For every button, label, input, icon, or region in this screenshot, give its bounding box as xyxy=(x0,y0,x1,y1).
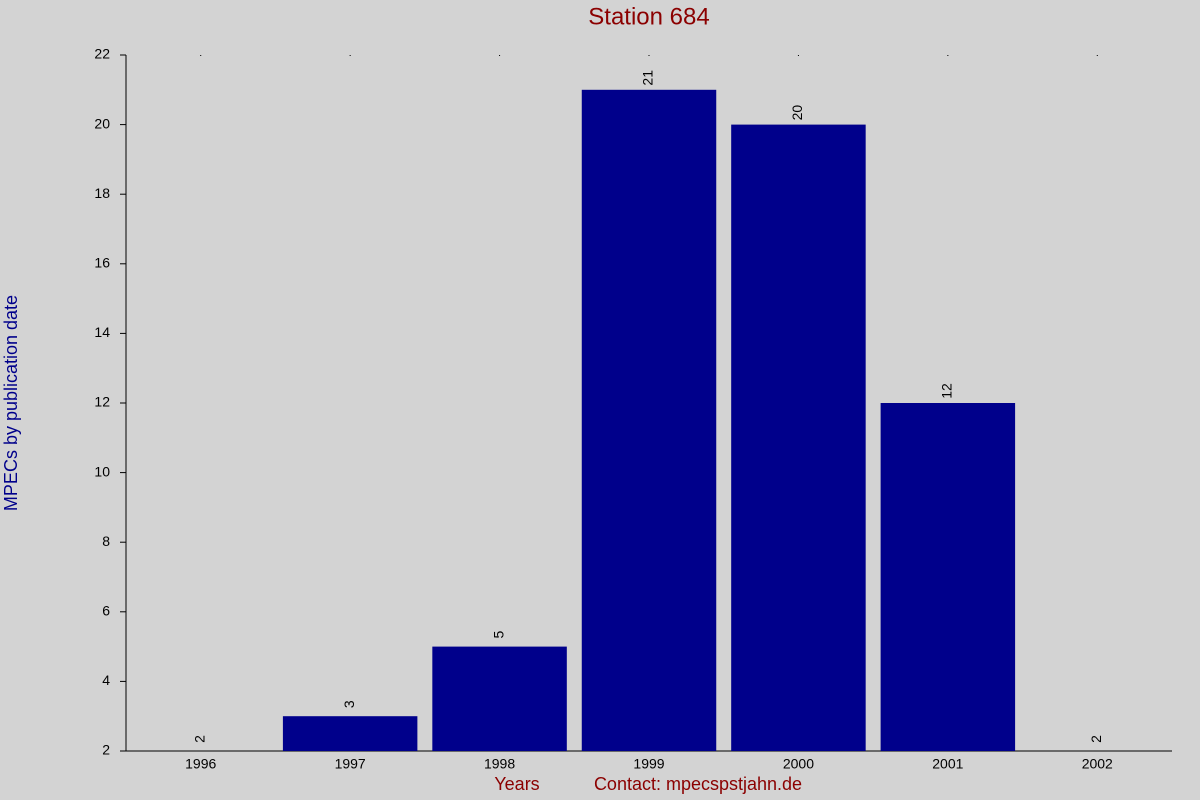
y-tick-label: 12 xyxy=(94,394,110,410)
y-tick-label: 10 xyxy=(94,463,110,479)
y-tick-label: 16 xyxy=(94,255,110,271)
y-tick-label: 22 xyxy=(94,46,110,62)
y-tick-label: 6 xyxy=(102,603,110,619)
value-label: 20 xyxy=(789,105,805,121)
x-tick-label: 1999 xyxy=(633,756,664,772)
value-label: 5 xyxy=(490,630,506,638)
value-label: 2 xyxy=(1088,735,1104,743)
contact: Contact: mpecspstjahn.de xyxy=(594,774,802,794)
x-tick-label: 2002 xyxy=(1082,756,1113,772)
x-tick-label: 1996 xyxy=(185,756,216,772)
value-label: 3 xyxy=(341,700,357,708)
top-dot xyxy=(648,55,650,56)
x-tick-label: 1997 xyxy=(335,756,366,772)
x-tick-label: 2000 xyxy=(783,756,814,772)
y-tick-label: 14 xyxy=(94,324,110,340)
bar xyxy=(581,89,717,752)
top-dot xyxy=(499,55,501,56)
y-tick-label: 4 xyxy=(102,672,110,688)
value-label: 12 xyxy=(939,383,955,399)
top-dot xyxy=(349,55,351,56)
bar xyxy=(432,646,567,751)
value-label: 21 xyxy=(640,70,656,86)
y-axis-label: MPECs by publication date xyxy=(1,295,21,511)
bar xyxy=(731,124,866,752)
top-dot xyxy=(797,55,799,56)
x-tick-label: 1998 xyxy=(484,756,515,772)
x-axis-label: Years xyxy=(494,774,539,794)
bar xyxy=(282,716,418,751)
value-label: 2 xyxy=(191,735,207,743)
bar xyxy=(880,403,1016,751)
top-dot xyxy=(947,55,949,56)
y-tick-label: 2 xyxy=(102,742,110,758)
y-tick-label: 20 xyxy=(94,115,110,131)
top-dot xyxy=(200,55,202,56)
x-tick-label: 2001 xyxy=(932,756,963,772)
y-tick-label: 18 xyxy=(94,185,110,201)
top-dot xyxy=(1096,55,1098,56)
y-tick-label: 8 xyxy=(102,533,110,549)
chart-title: Station 684 xyxy=(588,3,709,30)
